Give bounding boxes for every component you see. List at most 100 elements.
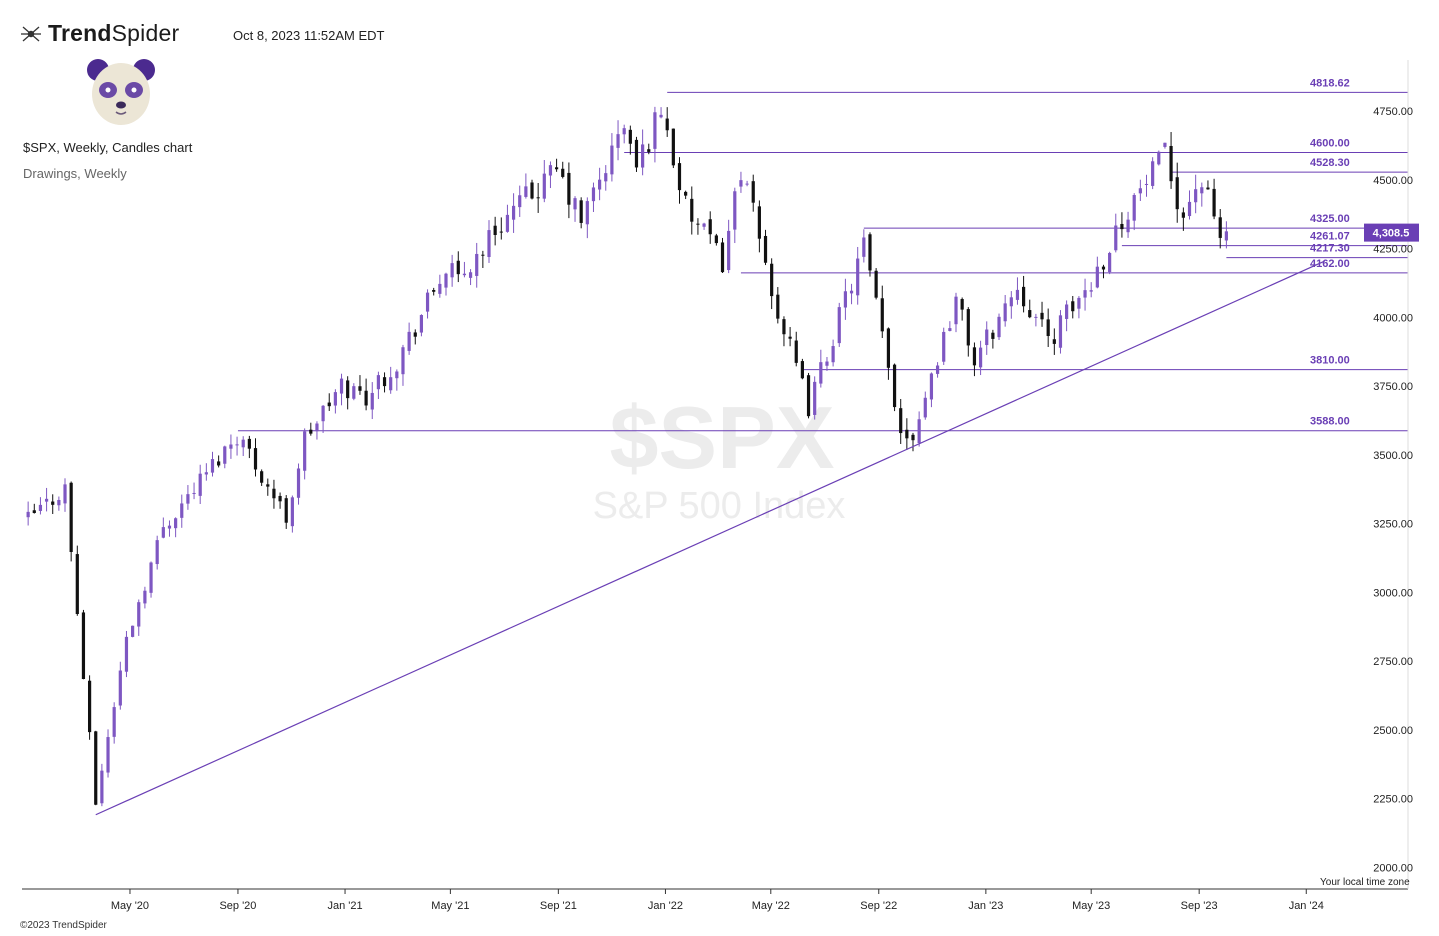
candle-body xyxy=(1114,225,1118,251)
candle-body xyxy=(1108,252,1112,273)
candle-body xyxy=(1218,217,1222,238)
candle-body xyxy=(1169,145,1173,182)
brand-name: TrendSpider xyxy=(48,20,179,47)
x-tick-label: Jan '23 xyxy=(968,900,1003,912)
candle-body xyxy=(671,128,675,166)
candle-body xyxy=(843,291,848,308)
candle-body xyxy=(942,331,946,362)
copyright: ©2023 TrendSpider xyxy=(20,920,107,931)
candle-body xyxy=(333,392,337,406)
candle-body xyxy=(143,590,147,604)
candle-body xyxy=(641,144,645,168)
candle-body xyxy=(241,439,245,448)
candle-body xyxy=(530,182,534,199)
candle-body xyxy=(370,392,374,410)
candle-body xyxy=(1126,219,1130,233)
candle-body xyxy=(389,377,393,391)
candle-body xyxy=(493,225,497,236)
candle-body xyxy=(1144,183,1149,185)
candle-body xyxy=(702,223,706,227)
candle-body xyxy=(432,290,436,292)
candle-body xyxy=(892,364,897,408)
candle-body xyxy=(32,510,36,513)
candle-body xyxy=(1212,188,1216,217)
watermark-symbol: $SPX xyxy=(609,388,834,487)
candle-body xyxy=(899,408,903,434)
candle-body xyxy=(874,270,878,298)
candle-body xyxy=(1052,339,1056,344)
y-tick-label: 2500.00 xyxy=(1373,725,1413,737)
candle-body xyxy=(727,230,731,271)
candle-body xyxy=(253,448,258,470)
candle-body xyxy=(610,145,614,175)
candle-body xyxy=(137,602,141,627)
candle-body xyxy=(653,112,657,149)
candle-body xyxy=(677,163,682,191)
candle-body xyxy=(616,134,620,148)
x-tick-label: Sep '21 xyxy=(540,900,577,912)
candle-body xyxy=(186,494,190,504)
candle-body xyxy=(1003,303,1007,322)
candle-body xyxy=(585,201,589,225)
candle-body xyxy=(94,731,98,805)
level-label: 4162.00 xyxy=(1310,258,1350,270)
x-tick-label: May '21 xyxy=(431,900,469,912)
candle-body xyxy=(1095,266,1099,288)
candle-body xyxy=(579,200,583,223)
y-tick-label: 4250.00 xyxy=(1373,244,1413,256)
candle-body xyxy=(960,299,964,310)
candle-body xyxy=(684,191,688,196)
candle-body xyxy=(167,525,172,529)
chart-title: $SPX, Weekly, Candles chart xyxy=(23,140,193,155)
candle-body xyxy=(757,206,761,239)
candle-body xyxy=(561,168,565,177)
candle-body xyxy=(204,472,208,475)
candle-body xyxy=(407,331,411,351)
candle-body xyxy=(978,347,983,368)
level-label: 4261.07 xyxy=(1310,231,1350,243)
candle-body xyxy=(296,468,301,498)
candle-body xyxy=(696,223,700,225)
candle-body xyxy=(413,332,417,337)
last-price-tag[interactable] xyxy=(1364,223,1419,242)
candle-body xyxy=(100,770,104,804)
candle-body xyxy=(745,183,749,185)
drawings-label[interactable]: Drawings, Weekly xyxy=(23,166,127,181)
candle-body xyxy=(886,328,891,368)
y-tick-label: 3500.00 xyxy=(1373,450,1413,462)
candle-body xyxy=(1132,195,1136,221)
candle-body xyxy=(929,373,934,400)
candle-body xyxy=(419,315,424,333)
candle-body xyxy=(714,235,718,244)
panda-avatar-icon xyxy=(87,59,155,125)
candle-body xyxy=(487,230,491,258)
x-tick-label: Jan '22 xyxy=(648,900,683,912)
candle-body xyxy=(364,390,368,406)
candle-body xyxy=(524,186,528,197)
candle-body xyxy=(444,273,448,288)
candle-body xyxy=(985,329,989,346)
timestamp: Oct 8, 2023 11:52AM EDT xyxy=(233,28,385,43)
level-label: 4600.00 xyxy=(1310,137,1350,149)
candle-body xyxy=(1181,212,1185,218)
y-tick-label: 3250.00 xyxy=(1373,519,1413,531)
candle-body xyxy=(628,129,632,144)
level-label: 4217.30 xyxy=(1310,243,1350,255)
candle-body xyxy=(1101,266,1106,270)
candle-body xyxy=(954,296,958,325)
candle-body xyxy=(1200,187,1204,194)
x-tick-label: Jan '21 xyxy=(327,900,362,912)
x-tick-label: Jan '24 xyxy=(1289,900,1324,912)
candle-body xyxy=(161,527,165,538)
candle-body xyxy=(352,386,356,399)
candle-body xyxy=(598,179,602,190)
candle-body xyxy=(923,397,927,418)
candle-body xyxy=(935,365,940,374)
candle-body xyxy=(782,319,786,335)
candle-body xyxy=(462,273,467,276)
candle-body xyxy=(1065,304,1069,319)
candle-body xyxy=(87,680,92,733)
candle-body xyxy=(905,429,909,439)
support-trendline[interactable] xyxy=(95,260,1325,816)
